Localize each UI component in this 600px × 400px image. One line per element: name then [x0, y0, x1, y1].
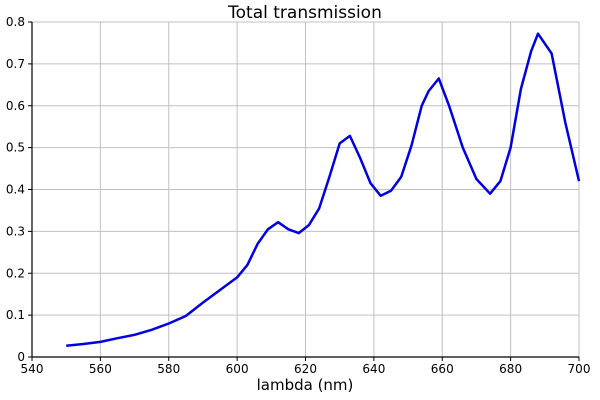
grid-lines [32, 21, 580, 357]
y-tick-label: 0 [17, 350, 25, 364]
x-tick-label: 680 [499, 362, 522, 376]
y-tick-label: 0.1 [6, 308, 25, 322]
transmission-line [66, 32, 581, 347]
y-tick-label: 0.2 [6, 266, 25, 280]
x-axis-label: lambda (nm) [257, 376, 354, 394]
x-tick-label: 600 [226, 362, 249, 376]
y-tick-label: 0.5 [6, 141, 25, 155]
plot-series [66, 32, 581, 347]
x-tick-label: 640 [362, 362, 385, 376]
x-tick-label: 700 [568, 362, 591, 376]
x-axis-ticks: 540 560 580 600 620 640 660 680 700 [21, 357, 591, 376]
x-tick-label: 540 [21, 362, 44, 376]
y-tick-label: 0.3 [6, 224, 25, 238]
y-tick-label: 0.7 [6, 57, 25, 71]
x-tick-label: 580 [157, 362, 180, 376]
x-tick-label: 660 [431, 362, 454, 376]
y-tick-label: 0.8 [6, 15, 25, 29]
y-tick-label: 0.4 [6, 183, 25, 197]
y-tick-label: 0.6 [6, 99, 25, 113]
x-tick-label: 560 [89, 362, 112, 376]
y-axis-ticks: 0 0.1 0.2 0.3 0.4 0.5 0.6 0.7 0.8 [6, 15, 32, 364]
x-tick-label: 620 [294, 362, 317, 376]
chart-title: Total transmission [227, 3, 382, 23]
